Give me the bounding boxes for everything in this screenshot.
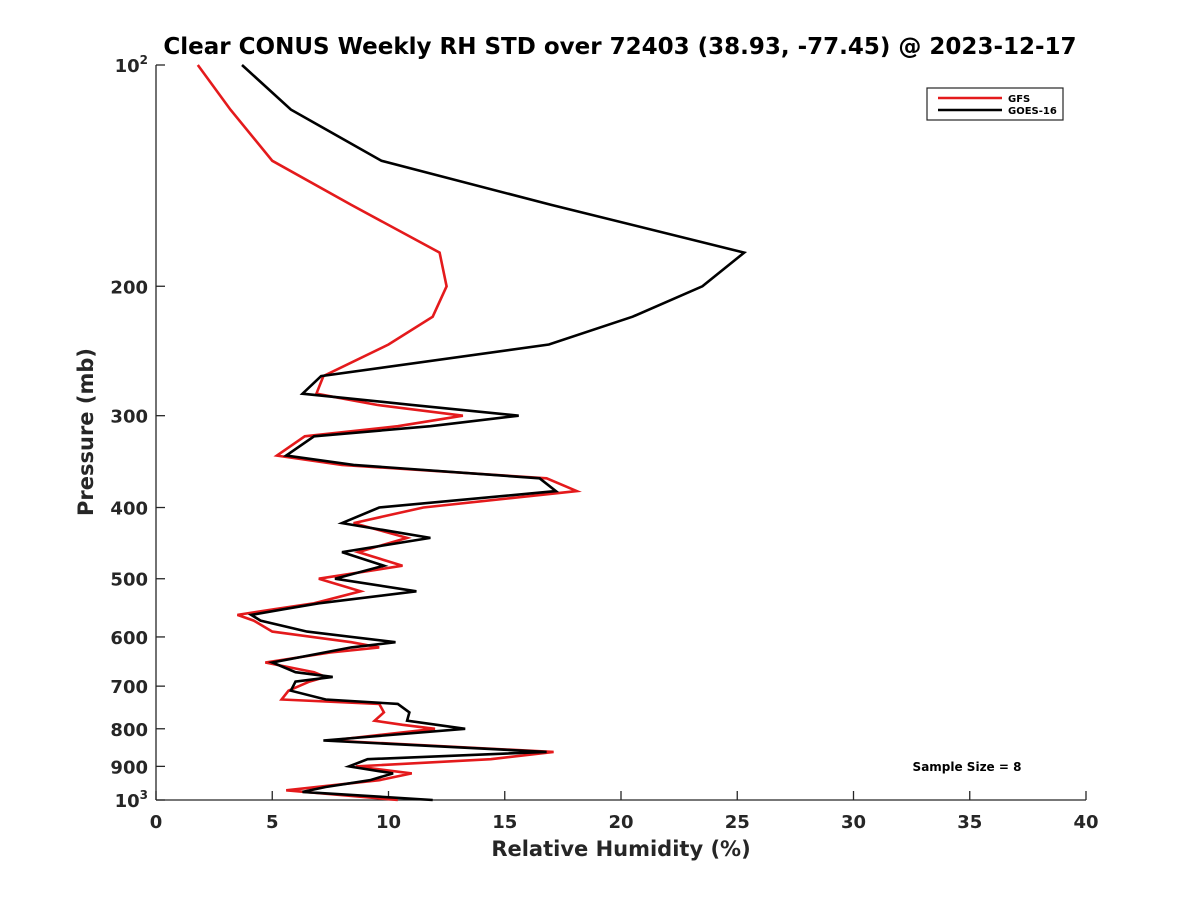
y-tick-label: 800 [110,720,148,741]
x-tick-label: 35 [957,812,982,833]
x-tick-label: 25 [725,812,750,833]
y-tick-label: 500 [110,570,148,591]
y-tick-label: 600 [110,628,148,649]
x-tick-label: 10 [376,812,401,833]
legend-label: GFS [1008,94,1030,105]
x-axis-label: Relative Humidity (%) [491,837,750,861]
y-tick-label: 400 [110,499,148,520]
x-tick-label: 15 [492,812,517,833]
y-tick-label: 103 [115,788,148,812]
y-tick-label: 102 [115,53,148,77]
y-axis-label: Pressure (mb) [74,348,98,516]
x-tick-label: 40 [1073,812,1098,833]
y-tick-base: 10 [115,56,140,77]
y-tick-label: 900 [110,757,148,778]
x-tick-label: 0 [150,812,163,833]
x-tick-label: 5 [266,812,279,833]
series-lines [196,64,748,802]
series-line-gfs [196,64,582,802]
y-tick-exponent: 2 [140,53,148,67]
x-ticks: 0 5 10 15 20 25 30 35 40 [150,791,1099,833]
y-tick-label: 300 [110,407,148,428]
chart-title: Clear CONUS Weekly RH STD over 72403 (38… [163,34,1076,60]
legend-box [926,87,1064,121]
y-tick-label: 200 [110,277,148,298]
x-tick-label: 20 [608,812,633,833]
sample-size-annotation: Sample Size = 8 [913,760,1022,774]
series-line-goes-16 [241,64,748,802]
y-tick-exponent: 3 [140,788,148,802]
plot-area: 0 5 10 15 20 25 30 35 40 10220030040050060070080… [110,53,1098,833]
legend-label: GOES-16 [1008,106,1057,117]
x-tick-label: 30 [841,812,866,833]
y-tick-label: 700 [110,677,148,698]
y-tick-base: 10 [115,791,140,812]
